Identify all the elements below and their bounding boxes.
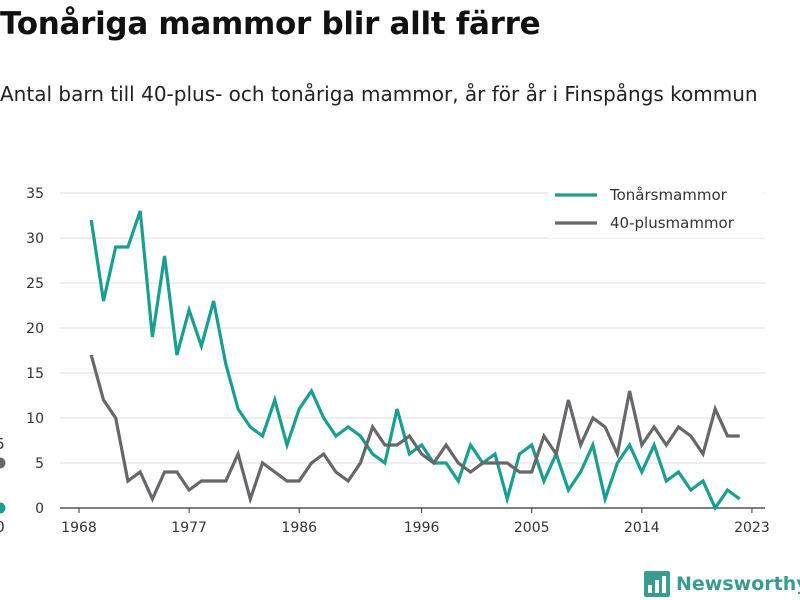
brand-name: Newsworthy [676, 573, 800, 595]
y-tick-label-30: 30 [26, 231, 44, 247]
end-point-0 [0, 502, 6, 514]
legend-label-0: Tonårsmammor [609, 186, 728, 204]
x-tick-label-1986: 1986 [281, 520, 317, 536]
y-tick-labels: 0 5 10 15 20 25 30 35 [26, 186, 44, 517]
series-line-0 [89, 210, 741, 512]
x-tick-label-1977: 1977 [171, 520, 207, 536]
chart-subtitle: Antal barn till 40-plus- och tonåriga ma… [0, 82, 758, 106]
end-label-0: 0 [0, 518, 5, 536]
legend-background [548, 176, 764, 238]
x-tick-label-2014: 2014 [624, 520, 660, 536]
chart-title: Tonåriga mammor blir allt färre [0, 6, 541, 42]
legend-label-1: 40-plusmammor [610, 214, 735, 232]
x-tick-label-2023: 2023 [734, 520, 770, 536]
legend: Tonårsmammor 40-plusmammor [548, 176, 764, 238]
series-lines [89, 210, 741, 512]
brand-logo: Newsworthy [644, 570, 800, 598]
end-markers: 05 [0, 435, 6, 536]
x-tick-label-2005: 2005 [514, 520, 550, 536]
y-tick-label-35: 35 [26, 186, 44, 202]
y-tick-label-20: 20 [26, 321, 44, 337]
y-tick-label-25: 25 [26, 276, 44, 292]
x-tick-labels: 1968 1977 1986 1996 2005 2014 2023 [61, 508, 770, 536]
end-point-1 [0, 457, 6, 469]
x-tick-label-1996: 1996 [404, 520, 440, 536]
y-tick-label-15: 15 [26, 366, 44, 382]
end-label-1: 5 [0, 435, 5, 453]
y-tick-label-0: 0 [35, 501, 44, 517]
y-tick-label-5: 5 [35, 456, 44, 472]
x-tick-label-1968: 1968 [61, 520, 97, 536]
series-line-1 [89, 354, 740, 505]
bar-chart-logo-icon [644, 571, 670, 597]
y-tick-label-10: 10 [26, 411, 44, 427]
